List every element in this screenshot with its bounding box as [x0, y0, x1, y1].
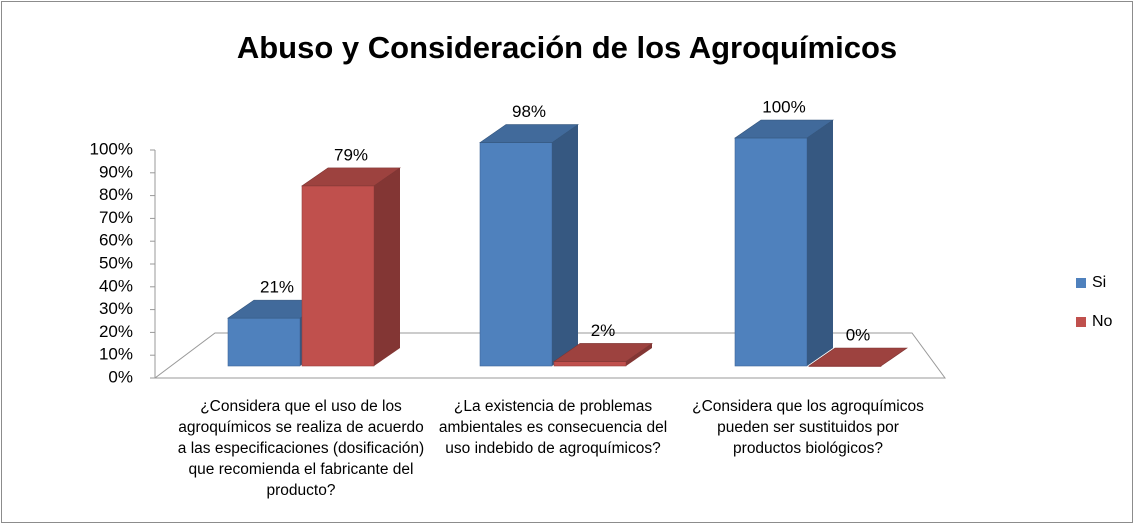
bar-front — [734, 137, 808, 367]
bar-side — [374, 167, 400, 366]
bar-top — [808, 347, 908, 367]
y-tick-label: 100% — [90, 139, 133, 158]
y-tick-label: 20% — [99, 322, 133, 341]
bar-side — [552, 124, 578, 366]
bar-top — [734, 119, 834, 139]
legend-label: No — [1092, 313, 1113, 330]
legend-label: Si — [1092, 274, 1106, 291]
bar-top — [553, 343, 653, 362]
data-label: 79% — [334, 145, 368, 164]
data-label: 98% — [512, 102, 546, 121]
bar-top — [301, 167, 401, 187]
y-tick-label: 30% — [99, 299, 133, 318]
y-tick-label: 50% — [99, 253, 133, 272]
x-tick-label: ¿La existencia de problemas ambientales … — [438, 398, 668, 457]
y-tick-label: 70% — [99, 208, 133, 227]
bar-top — [479, 124, 579, 143]
y-tick-label: 0% — [108, 367, 133, 386]
bar-side — [626, 343, 652, 366]
legend-swatch — [1076, 317, 1086, 327]
legend-swatch — [1076, 278, 1086, 288]
y-tick-label: 80% — [99, 185, 133, 204]
bar-front — [301, 185, 375, 367]
bar-front — [553, 361, 627, 367]
x-tick-label: ¿Considera que el uso de los agroquímico… — [177, 398, 425, 499]
chart-title: Abuso y Consideración de los Agroquímico… — [237, 30, 897, 65]
y-tick-label: 60% — [99, 231, 133, 250]
bar-side — [807, 120, 833, 366]
data-label: 100% — [762, 97, 805, 116]
data-label: 0% — [846, 325, 871, 344]
y-tick-label: 90% — [99, 162, 133, 181]
y-tick-label: 10% — [99, 345, 133, 364]
data-label: 2% — [591, 321, 616, 340]
bar-front — [227, 317, 301, 367]
data-label: 21% — [260, 278, 294, 297]
bar-front — [479, 142, 553, 367]
x-tick-label: ¿Considera que los agroquímicos pueden s… — [692, 398, 924, 457]
y-tick-label: 40% — [99, 276, 133, 295]
